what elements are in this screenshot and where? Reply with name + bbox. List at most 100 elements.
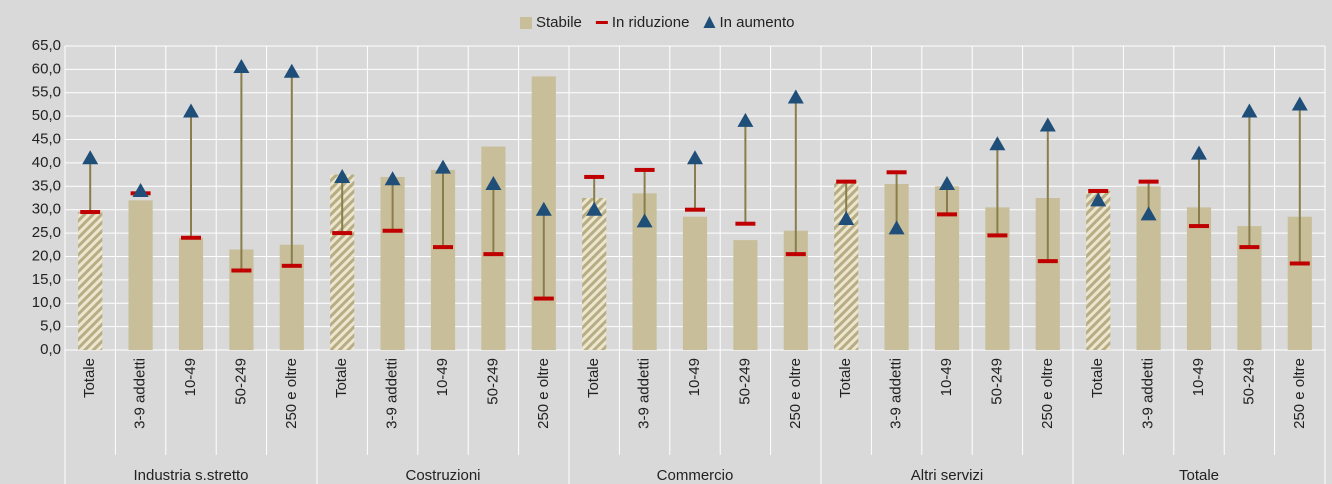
decrease-marker <box>533 296 554 301</box>
increase-marker <box>82 150 99 165</box>
decrease-marker <box>231 268 252 273</box>
decrease-marker <box>735 221 756 226</box>
decrease-marker <box>1138 179 1159 184</box>
x-tick-label: 250 e oltre <box>535 358 552 429</box>
increase-marker <box>989 136 1006 151</box>
decrease-marker <box>382 228 403 233</box>
increase-marker <box>838 211 855 226</box>
y-tick-label: 5,0 <box>40 318 61 335</box>
decrease-marker <box>483 252 504 257</box>
y-tick-label: 60,0 <box>32 60 61 77</box>
x-tick-label: 50-249 <box>484 358 501 405</box>
group-label: Totale <box>1179 467 1219 484</box>
y-tick-label: 0,0 <box>40 341 61 358</box>
x-tick-label: Totale <box>837 358 854 398</box>
group-label: Commercio <box>657 467 734 484</box>
increase-marker <box>132 182 149 197</box>
x-tick-label: 10-49 <box>434 358 451 396</box>
decrease-marker <box>987 233 1008 238</box>
increase-marker <box>586 201 603 216</box>
increase-marker <box>737 112 754 127</box>
x-tick-label: 250 e oltre <box>787 358 804 429</box>
y-tick-label: 45,0 <box>32 131 61 148</box>
decrease-marker <box>332 231 353 236</box>
y-tick-label: 20,0 <box>32 247 61 264</box>
increase-marker <box>1039 117 1056 132</box>
bar <box>1186 207 1212 350</box>
x-tick-label: Totale <box>81 358 98 398</box>
legend-label: Stabile <box>536 14 582 31</box>
x-tick-label: 3-9 addetti <box>132 358 149 429</box>
legend-swatch <box>703 16 716 28</box>
increase-marker <box>888 220 905 235</box>
y-tick-label: 25,0 <box>32 224 61 241</box>
decrease-marker <box>685 207 705 212</box>
increase-marker <box>485 175 502 190</box>
increase-marker <box>233 59 250 74</box>
increase-marker <box>1241 103 1258 118</box>
increase-marker <box>636 213 653 228</box>
y-tick-label: 10,0 <box>32 294 61 311</box>
decrease-marker <box>433 245 453 250</box>
x-tick-label: 50-249 <box>736 358 753 405</box>
increase-marker <box>334 168 351 183</box>
decrease-marker <box>1189 224 1209 229</box>
decrease-marker <box>1088 188 1109 193</box>
x-tick-label: 250 e oltre <box>1039 358 1056 429</box>
legend-swatch <box>595 21 608 24</box>
decrease-marker <box>1239 245 1260 250</box>
decrease-marker <box>584 174 605 179</box>
y-tick-label: 55,0 <box>32 84 61 101</box>
y-tick-label: 65,0 <box>32 37 61 54</box>
x-tick-label: Totale <box>585 358 602 398</box>
bar <box>733 240 758 350</box>
legend-label: In aumento <box>719 14 794 31</box>
decrease-marker <box>1037 259 1058 264</box>
group-label: Costruzioni <box>405 467 480 484</box>
increase-marker <box>1140 206 1157 221</box>
increase-marker <box>787 89 804 104</box>
bar <box>78 212 103 350</box>
x-tick-label: 50-249 <box>1240 358 1257 405</box>
increase-marker <box>283 63 300 78</box>
legend-swatch <box>520 17 532 29</box>
bar <box>178 237 204 350</box>
bar <box>682 216 708 350</box>
x-tick-label: 3-9 addetti <box>888 358 905 429</box>
decrease-marker <box>785 252 806 257</box>
decrease-marker <box>1289 261 1310 266</box>
x-tick-label: 3-9 addetti <box>1140 358 1157 429</box>
bar <box>582 198 607 350</box>
x-tick-label: 10-49 <box>1190 358 1207 396</box>
increase-marker <box>435 159 451 174</box>
decrease-marker <box>836 179 857 184</box>
decrease-marker <box>634 167 655 172</box>
x-tick-label: Totale <box>1089 358 1106 398</box>
y-tick-label: 15,0 <box>32 271 61 288</box>
bar <box>128 200 153 350</box>
increase-marker <box>687 150 703 165</box>
increase-marker <box>183 103 199 118</box>
x-tick-label: 3-9 addetti <box>636 358 653 429</box>
x-tick-label: 50-249 <box>232 358 249 405</box>
increase-marker <box>1291 96 1308 111</box>
decrease-marker <box>181 235 201 240</box>
bar <box>1086 190 1111 350</box>
increase-marker <box>939 175 955 190</box>
x-tick-label: 250 e oltre <box>283 358 300 429</box>
decrease-marker <box>281 263 302 268</box>
increase-marker <box>1090 192 1107 207</box>
x-tick-label: 10-49 <box>686 358 703 396</box>
increase-marker <box>1191 145 1207 160</box>
decrease-marker <box>80 210 101 215</box>
x-tick-label: 3-9 addetti <box>384 358 401 429</box>
increase-marker <box>384 171 401 186</box>
y-tick-label: 50,0 <box>32 107 61 124</box>
x-tick-label: 10-49 <box>182 358 199 396</box>
group-label: Industria s.stretto <box>133 467 248 484</box>
x-tick-label: 250 e oltre <box>1291 358 1308 429</box>
y-tick-label: 35,0 <box>32 177 61 194</box>
decrease-marker <box>886 170 907 175</box>
y-tick-label: 40,0 <box>32 154 61 171</box>
